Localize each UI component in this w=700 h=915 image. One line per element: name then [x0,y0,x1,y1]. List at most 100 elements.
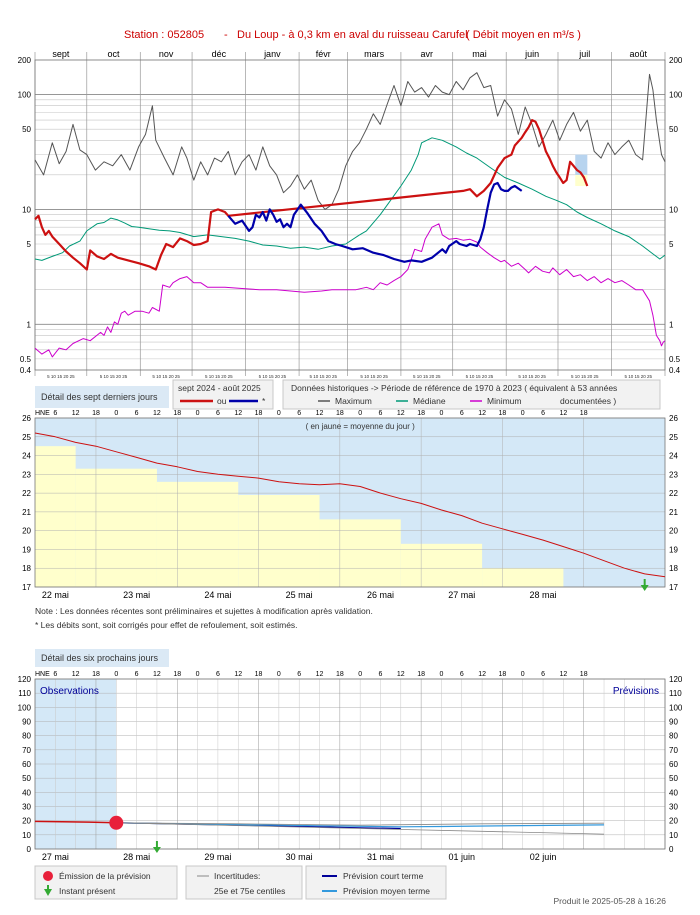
recent-week-yellow [575,174,588,186]
forecast-legend: Émission de la prévision Instant présent… [34,865,447,900]
forecast-y-tick-left: 0 [27,845,32,854]
forecast-y-tick-right: 70 [669,746,678,755]
seven-day-hour-label: 18 [499,410,507,417]
seven-day-hour-label: 0 [358,410,362,417]
forecast-hour-label: 0 [277,671,281,678]
forecast-hour-label: 12 [316,671,324,678]
seven-day-y-tick-left: 26 [22,414,31,423]
annual-y-tick-left: 0.4 [20,366,32,375]
annual-y-tick-right: 50 [669,125,678,134]
seven-day-hour-label: 18 [92,410,100,417]
seven-day-y-tick-left: 25 [22,433,31,442]
forecast-y-tick-right: 60 [669,760,678,769]
weekly-tick-label: 5 10 15 20 25 [518,374,546,379]
seven-day-hour-label: 12 [559,410,567,417]
seven-day-chart: HNE 6 12 18 0 6 12 18 0 6 12 18 0 6 12 18 0 6 12 18 0 6 12 18 0 6… [22,410,678,600]
forecast-y-tick-right: 20 [669,817,678,826]
month-label: oct [108,49,121,59]
seven-day-hour-label: 18 [336,410,344,417]
legend-min-label: Minimum [487,396,521,406]
month-label: févr [316,49,331,59]
forecast-hour-label: 6 [53,671,57,678]
forecast-chart: HNE 6 12 18 0 6 12 18 0 6 12 18 0 6 12 18 0 6 12 18 0 6 12 18 0 6… [18,671,683,862]
annual-series-median [34,137,666,261]
annual-y-tick-left: 100 [18,91,32,100]
annual-series-maximum [34,72,666,210]
present-marker-arrow-icon [152,847,161,853]
legend-documented-label: documentées ) [560,396,616,406]
seven-day-hour-label: 6 [135,410,139,417]
forecast-y-tick-right: 110 [669,689,682,698]
seven-day-frame [34,417,666,588]
forecast-hour-label: 0 [196,671,200,678]
seven-day-y-tick-right: 22 [669,489,678,498]
forecast-hour-label: 12 [234,671,242,678]
legend-median-label: Médiane [413,396,446,406]
short-legend-label: Prévision court terme [343,871,424,881]
seven-day-date-label: 24 mai [204,590,231,600]
daily-mean-area [156,481,239,587]
seven-day-date-label: 25 mai [286,590,313,600]
seven-day-y-tick-left: 18 [22,564,31,573]
seven-day-hour-label: 12 [478,410,486,417]
seven-day-hour-label: 6 [460,410,464,417]
forecast-y-tick-left: 80 [22,732,31,741]
daily-mean-area [238,494,320,587]
annual-series-minimum [34,223,666,358]
forecast-hour-label: 18 [92,671,100,678]
forecast-hour-label: 12 [397,671,405,678]
forecast-y-tick-left: 10 [22,831,31,840]
month-label: juil [578,49,590,59]
note-preliminary: Note : Les données récentes sont prélimi… [35,606,373,616]
seven-day-y-tick-right: 23 [669,470,678,479]
forecast-y-tick-right: 100 [669,703,683,712]
forecast-y-tick-right: 30 [669,803,678,812]
forecast-series-uncertainty [116,822,605,835]
detail-six-days-box [35,649,169,667]
forecast-hour-label: 18 [336,671,344,678]
medium-legend-label: Prévision moyen terme [343,886,430,896]
annual-y-tick-right: 10 [669,205,678,214]
month-label: mai [472,49,487,59]
uncert-legend-sub: 25e et 75e centiles [214,886,285,896]
forecast-y-tick-left: 20 [22,817,31,826]
seven-day-date-label: 26 mai [367,590,394,600]
daily-mean-area [35,446,76,587]
seven-day-y-tick-left: 21 [22,508,31,517]
month-label: déc [212,49,227,59]
legend-mid-box [185,865,303,900]
forecast-y-tick-right: 40 [669,788,678,797]
seven-day-hour-label: 12 [72,410,80,417]
month-label: août [629,49,647,59]
forecasts-label: Prévisions [613,686,659,697]
seven-day-hour-label: 18 [417,410,425,417]
annual-y-tick-left: 50 [22,125,31,134]
seven-day-hour-label: 0 [277,410,281,417]
period-legend-box [172,379,274,410]
forecast-series-uncertainty [116,822,605,826]
seven-day-hour-label: 0 [114,410,118,417]
forecast-y-tick-right: 0 [669,845,674,854]
seven-day-hour-label: 6 [216,410,220,417]
seven-day-hour-label: 18 [580,410,588,417]
annual-series-observed_blue [227,181,523,263]
seven-day-date-label: 28 mai [530,590,557,600]
daily-mean-area [319,519,401,587]
uncert-legend-label: Incertitudes: [214,871,260,881]
seven-day-hour-label: 6 [297,410,301,417]
legend-left-box [34,865,178,900]
seven-day-hour-label: 6 [379,410,383,417]
forecast-series-forecast_medium [116,822,605,828]
emission-marker [109,815,124,830]
seven-day-hour-label: 0 [521,410,525,417]
header-dash: - [224,29,228,41]
seven-day-hour-label: 0 [439,410,443,417]
seven-day-hour-label: 18 [173,410,181,417]
forecast-hour-label: 6 [541,671,545,678]
forecast-date-label: 01 juin [449,852,476,862]
month-label: mars [364,49,384,59]
month-label: nov [159,49,174,59]
seven-day-date-label: 23 mai [123,590,150,600]
seven-day-y-tick-left: 17 [22,583,31,592]
